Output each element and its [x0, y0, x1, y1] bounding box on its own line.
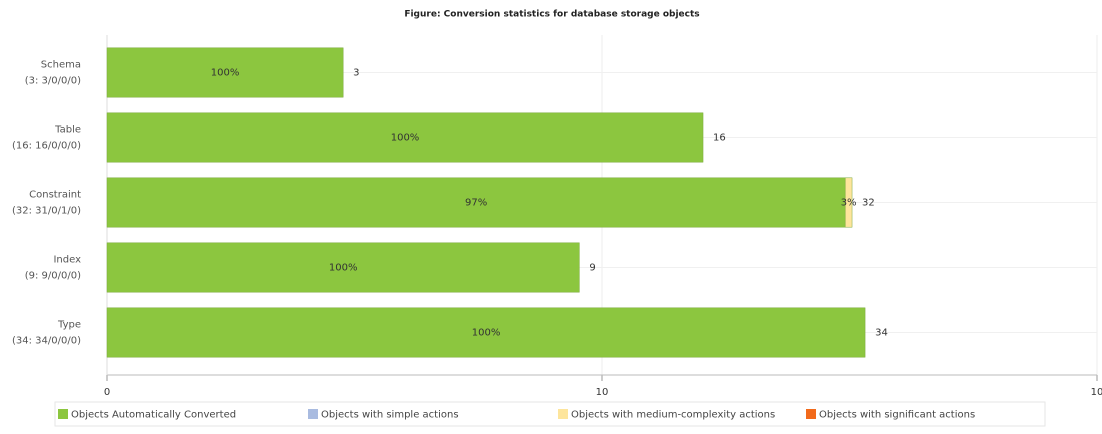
share-label: 100% [472, 328, 501, 339]
category-detail: (32: 31/0/1/0) [12, 206, 81, 217]
share-label: 100% [329, 263, 358, 274]
total-label: 3 [353, 68, 359, 79]
category-detail: (16: 16/0/0/0) [12, 141, 81, 152]
bar-segment [106, 307, 866, 358]
bar-segment [844, 177, 853, 228]
legend-swatch [806, 409, 816, 419]
x-tick-label: 10 [1091, 387, 1102, 398]
total-label: 16 [713, 133, 726, 144]
share-label: 100% [211, 68, 240, 79]
category-label: Schema [41, 60, 81, 71]
bar-segment [106, 177, 846, 228]
category-label: Type [57, 320, 81, 331]
x-tick-label: 0 [104, 387, 110, 398]
total-label: 34 [875, 328, 888, 339]
category-label: Constraint [29, 190, 81, 201]
category-detail: (3: 3/0/0/0) [25, 76, 81, 87]
category-detail: (34: 34/0/0/0) [12, 336, 81, 347]
share-label: 100% [391, 133, 420, 144]
chart-title: Figure: Conversion statistics for databa… [404, 10, 699, 20]
legend-swatch [58, 409, 68, 419]
bar-segment [106, 112, 704, 163]
bar-segment [106, 47, 344, 98]
legend-box [54, 401, 1046, 427]
legend-label: Objects with medium-complexity actions [571, 410, 775, 421]
legend-label: Objects with significant actions [819, 410, 975, 421]
total-label: 32 [862, 198, 875, 209]
legend-label: Objects Automatically Converted [71, 410, 236, 421]
share-label: 3% [841, 198, 857, 209]
category-label: Table [54, 125, 81, 136]
category-detail: (9: 9/0/0/0) [25, 271, 81, 282]
x-tick-label: 10 [596, 387, 609, 398]
legend-label: Objects with simple actions [321, 410, 459, 421]
bar-segment [106, 242, 580, 293]
legend-swatch [558, 409, 568, 419]
legend-swatch [308, 409, 318, 419]
share-label: 97% [465, 198, 487, 209]
total-label: 9 [589, 263, 595, 274]
category-label: Index [53, 255, 81, 266]
